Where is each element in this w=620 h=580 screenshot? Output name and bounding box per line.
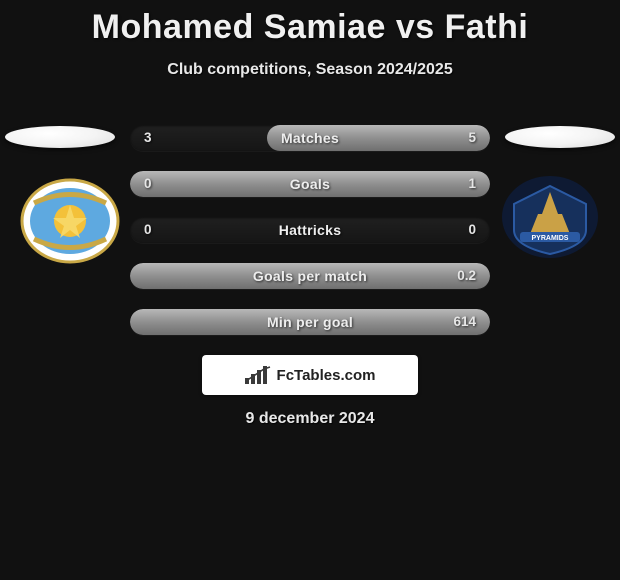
stat-row: 3Matches5 — [130, 125, 490, 151]
stat-label: Goals — [130, 171, 490, 197]
subtitle: Club competitions, Season 2024/2025 — [0, 61, 620, 79]
stat-value-right: 1 — [468, 171, 476, 197]
svg-text:PYRAMIDS: PYRAMIDS — [532, 235, 569, 242]
stat-label: Hattricks — [130, 217, 490, 243]
stat-label: Matches — [130, 125, 490, 151]
stat-value-right: 0.2 — [457, 263, 476, 289]
stat-row: 0Goals1 — [130, 171, 490, 197]
page-title: Mohamed Samiae vs Fathi — [0, 0, 620, 47]
generation-date: 9 december 2024 — [0, 410, 620, 428]
stat-label: Min per goal — [130, 309, 490, 335]
chart-icon — [245, 366, 271, 384]
stat-value-right: 5 — [468, 125, 476, 151]
stat-row: Min per goal614 — [130, 309, 490, 335]
stat-label: Goals per match — [130, 263, 490, 289]
stat-row: 0Hattricks0 — [130, 217, 490, 243]
stat-value-right: 0 — [468, 217, 476, 243]
club-badge-left — [20, 178, 120, 264]
banner-text: FcTables.com — [277, 367, 376, 384]
stats-comparison: 3Matches50Goals10Hattricks0Goals per mat… — [130, 125, 490, 355]
stat-row: Goals per match0.2 — [130, 263, 490, 289]
club-badge-right: PYRAMIDS — [500, 174, 600, 260]
player-photo-right-placeholder — [505, 126, 615, 148]
fctables-banner[interactable]: FcTables.com — [202, 355, 418, 395]
player-photo-left-placeholder — [5, 126, 115, 148]
stat-value-right: 614 — [453, 309, 476, 335]
